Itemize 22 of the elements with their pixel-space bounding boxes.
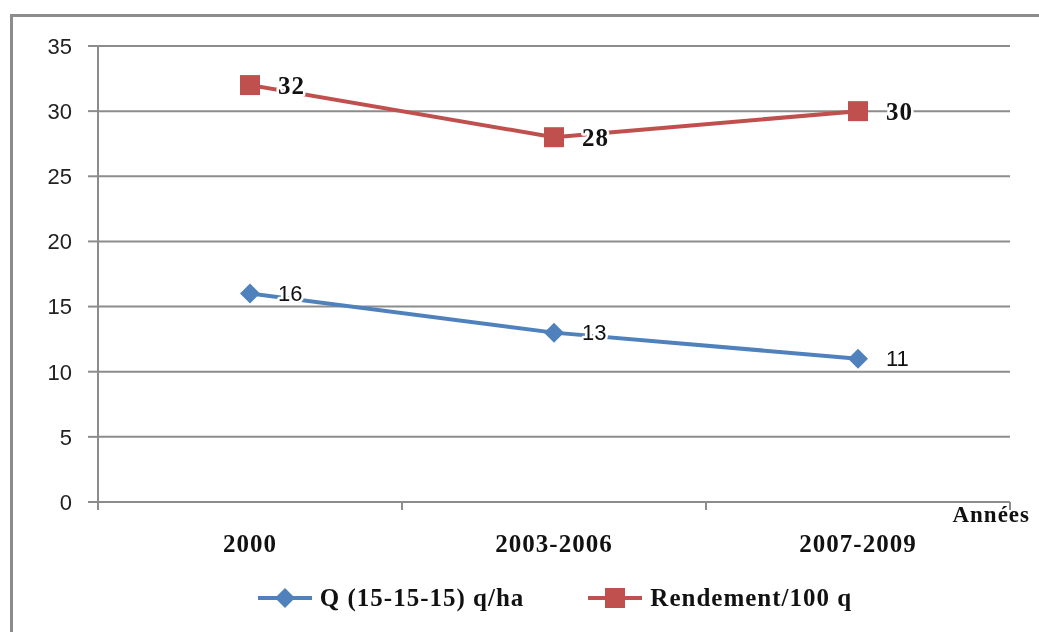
point <box>848 101 868 122</box>
legend-label: Q (15-15-15) q/ha <box>319 584 525 612</box>
y-tick-label: 10 <box>47 359 72 385</box>
point <box>240 283 260 304</box>
y-tick-label: 15 <box>47 294 72 320</box>
y-tick-label: 5 <box>59 424 72 450</box>
y-tick-label: 30 <box>47 98 72 124</box>
x-tick-label: 2000 <box>223 530 277 557</box>
point <box>544 322 564 343</box>
point <box>544 127 564 148</box>
x-axis-title: Années <box>952 502 1030 527</box>
data-label: 11 <box>886 346 909 372</box>
point <box>848 348 868 369</box>
y-tick-label: 25 <box>47 164 72 190</box>
legend-label: Rendement/100 q <box>650 584 853 612</box>
y-tick-label: 20 <box>47 229 72 255</box>
y-tick-label: 0 <box>59 489 72 515</box>
x-tick-label: 2007-2009 <box>799 530 917 557</box>
y-tick-label: 35 <box>47 33 72 59</box>
point <box>240 75 260 96</box>
x-tick-label: 2003-2006 <box>495 530 613 557</box>
data-label: 30 <box>886 97 913 125</box>
